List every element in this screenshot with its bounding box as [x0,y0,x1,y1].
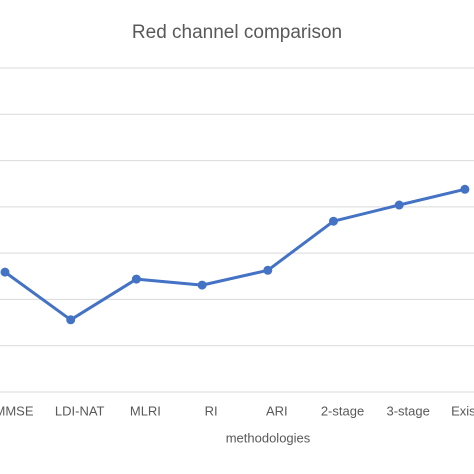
x-tick-label: LDI-NAT [55,403,105,418]
data-point [131,274,141,284]
x-tick-label: Existing [451,403,474,418]
data-point [0,267,10,277]
x-tick-label: MMSE [0,403,34,418]
data-point [66,315,76,325]
chart-title: Red channel comparison [132,22,342,43]
data-point [329,216,338,226]
x-tick-label: RI [205,403,218,418]
series-line [4,187,466,322]
x-tick-label: 3-stage [387,403,430,418]
data-point [197,280,207,290]
data-point [263,265,273,275]
x-tick-label: 2-stage [321,403,364,418]
data-point [460,184,470,194]
x-axis-title: methodologies [226,430,311,445]
data-point [394,200,404,210]
x-tick-label: MLRI [130,403,161,418]
x-tick-label: ARI [266,403,288,418]
